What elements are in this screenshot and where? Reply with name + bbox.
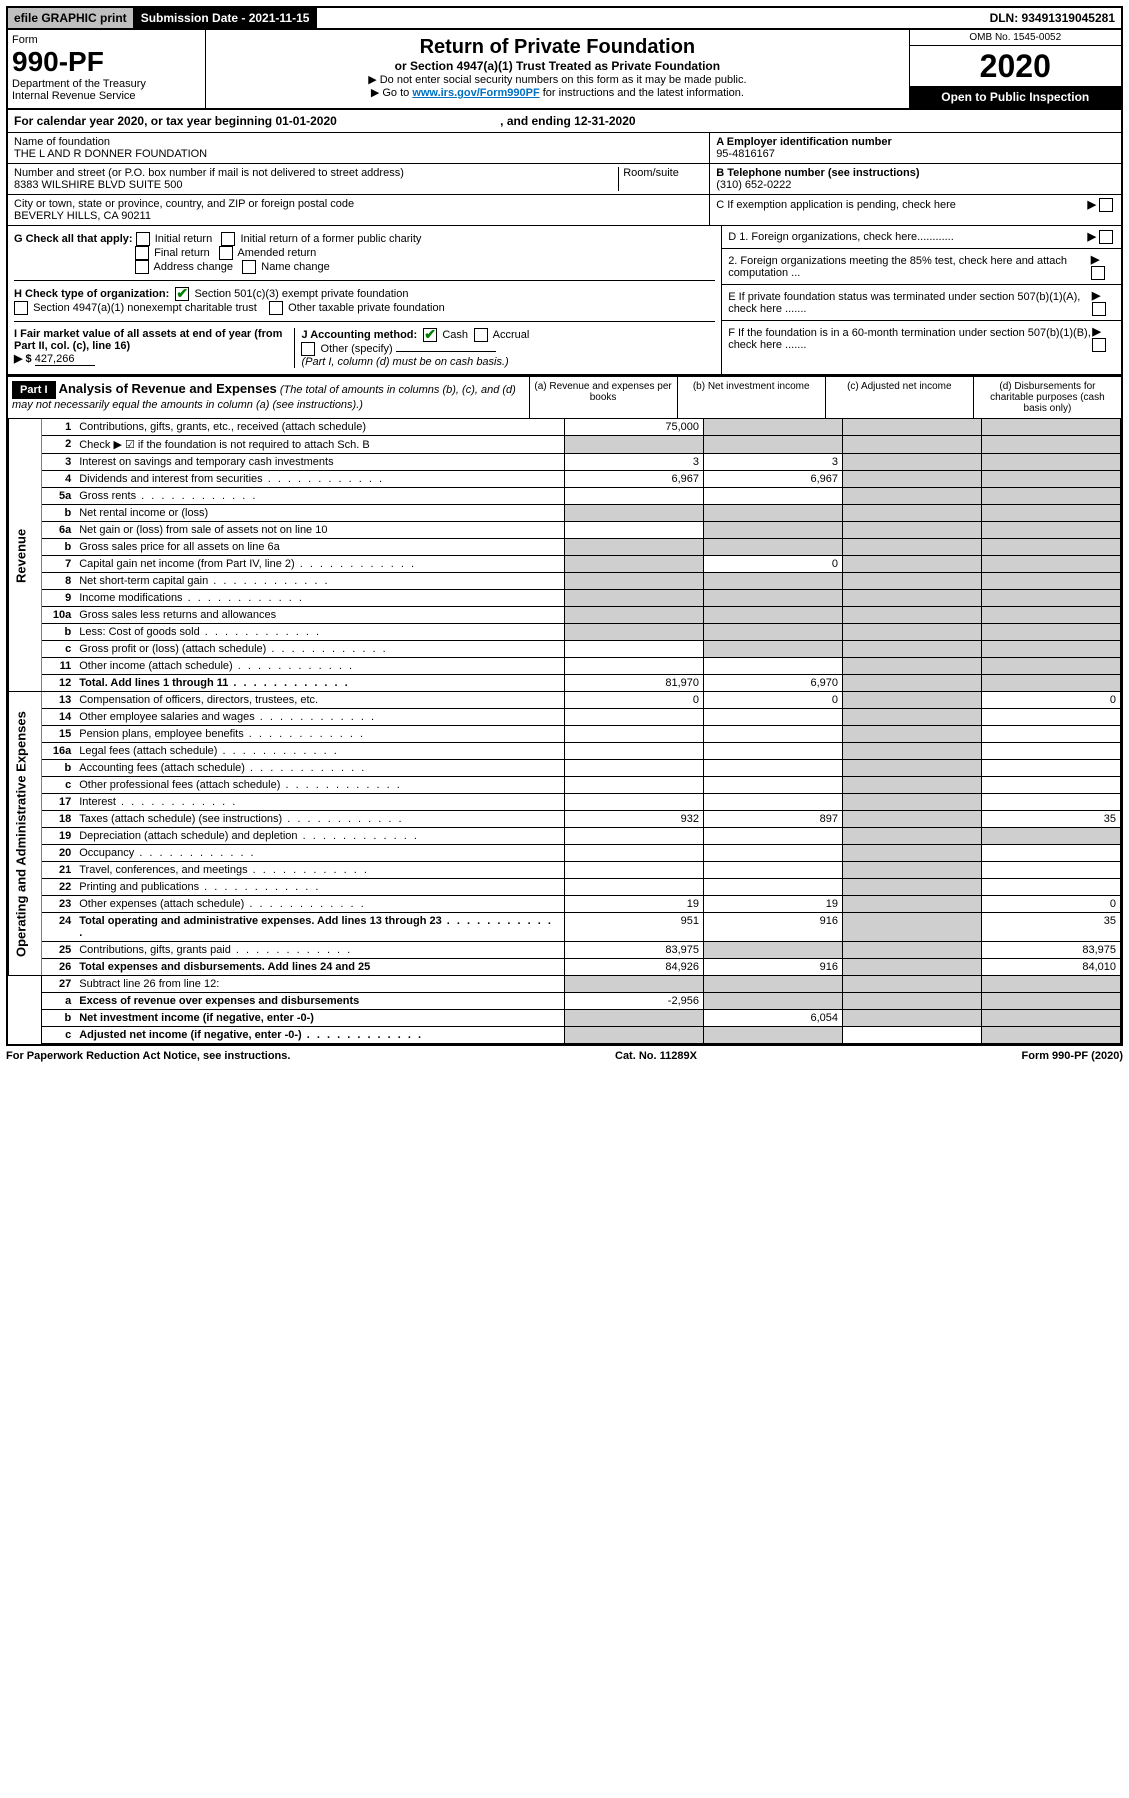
g-name-change[interactable] [242,260,256,274]
col-d-head: (d) Disbursements for charitable purpose… [974,377,1121,418]
col-a-head: (a) Revenue and expenses per books [530,377,678,418]
ein-label: A Employer identification number [716,136,1115,148]
header-mid: Return of Private Foundation or Section … [206,30,909,108]
h-4947-checkbox[interactable] [14,301,28,315]
f-label: F If the foundation is in a 60-month ter… [728,327,1092,351]
g-initial-former[interactable] [221,232,235,246]
part1-header: Part I Analysis of Revenue and Expenses … [8,375,1121,418]
i-label: I Fair market value of all assets at end… [14,328,282,352]
omb-no: OMB No. 1545-0052 [910,30,1121,46]
checks-block: G Check all that apply: Initial return I… [8,226,1121,375]
part1-bar: Part I [12,381,56,399]
ein-value: 95-4816167 [716,148,1115,160]
revenue-side-label: Revenue [9,419,42,692]
j-label: J Accounting method: [301,329,417,341]
g-initial-return[interactable] [136,232,150,246]
g-address-change[interactable] [135,260,149,274]
dept-line-1: Department of the Treasury [12,78,201,90]
e-checkbox[interactable] [1092,302,1106,316]
h-other-checkbox[interactable] [269,301,283,315]
submission-date: Submission Date - 2021-11-15 [135,8,318,28]
form-title: Return of Private Foundation [212,36,902,59]
col-c-head: (c) Adjusted net income [826,377,974,418]
form-inst-1: ▶ Do not enter social security numbers o… [212,73,902,86]
foundation-name: THE L AND R DONNER FOUNDATION [14,148,703,160]
part1-table: Revenue 1Contributions, gifts, grants, e… [8,418,1121,1044]
f-checkbox[interactable] [1092,338,1106,352]
footer-mid: Cat. No. 11289X [615,1050,697,1062]
name-label: Name of foundation [14,136,703,148]
tax-year: 2020 [910,46,1121,86]
header-left: Form 990-PF Department of the Treasury I… [8,30,206,108]
form-subtitle: or Section 4947(a)(1) Trust Treated as P… [212,59,902,73]
room-suite-label: Room/suite [618,167,703,191]
exemption-checkbox[interactable] [1099,198,1113,212]
h-501c3-checkbox[interactable] [175,287,189,301]
d2-label: 2. Foreign organizations meeting the 85%… [728,255,1091,279]
calendar-year-row: For calendar year 2020, or tax year begi… [8,110,1121,133]
e-label: E If private foundation status was termi… [728,291,1092,315]
expenses-side-label: Operating and Administrative Expenses [9,692,42,976]
col-b-head: (b) Net investment income [678,377,826,418]
footer-left: For Paperwork Reduction Act Notice, see … [6,1050,290,1062]
form-inst-2: ▶ Go to www.irs.gov/Form990PF for instru… [212,86,902,99]
j-cash-checkbox[interactable] [423,328,437,342]
d2-checkbox[interactable] [1091,266,1105,280]
identity-block: Name of foundation THE L AND R DONNER FO… [8,133,1121,226]
h-label: H Check type of organization: [14,288,169,300]
d1-checkbox[interactable] [1099,230,1113,244]
form-header: Form 990-PF Department of the Treasury I… [6,30,1123,110]
exemption-pending-label: C If exemption application is pending, c… [716,199,956,211]
form-word: Form [12,34,201,46]
phone-label: B Telephone number (see instructions) [716,167,1115,179]
j-other-checkbox[interactable] [301,342,315,356]
fmv-value: 427,266 [35,353,95,366]
j-note: (Part I, column (d) must be on cash basi… [301,356,508,368]
footer-right: Form 990-PF (2020) [1022,1050,1123,1062]
city-label: City or town, state or province, country… [14,198,703,210]
city-value: BEVERLY HILLS, CA 90211 [14,210,703,222]
irs-link[interactable]: www.irs.gov/Form990PF [412,87,539,99]
street-address: 8383 WILSHIRE BLVD SUITE 500 [14,179,618,191]
efile-topbar: efile GRAPHIC print Submission Date - 20… [6,6,1123,30]
part1-title: Analysis of Revenue and Expenses [59,381,277,396]
efile-label: efile GRAPHIC print [8,8,135,28]
form-number: 990-PF [12,46,201,78]
page-footer: For Paperwork Reduction Act Notice, see … [6,1046,1123,1062]
header-right: OMB No. 1545-0052 2020 Open to Public In… [910,30,1121,108]
g-final-return[interactable] [135,246,149,260]
addr-label: Number and street (or P.O. box number if… [14,167,618,179]
j-accrual-checkbox[interactable] [474,328,488,342]
g-amended-return[interactable] [219,246,233,260]
open-public: Open to Public Inspection [910,86,1121,108]
d1-label: D 1. Foreign organizations, check here..… [728,231,954,243]
g-label: G Check all that apply: [14,233,133,245]
dln: DLN: 93491319045281 [984,8,1121,28]
dept-line-2: Internal Revenue Service [12,90,201,102]
phone-value: (310) 652-0222 [716,179,1115,191]
